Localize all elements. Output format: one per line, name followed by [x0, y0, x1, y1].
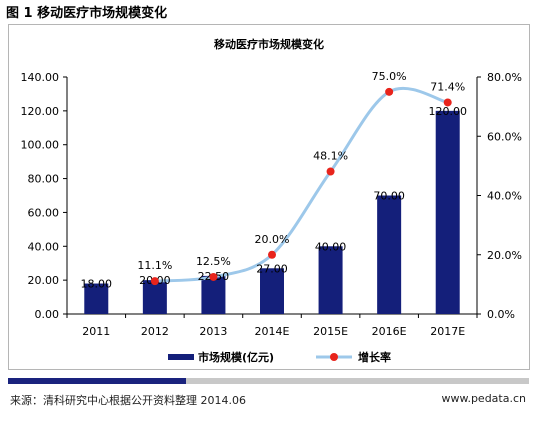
- bar: [142, 280, 167, 314]
- y-left-tick-label: 40.00: [28, 240, 60, 253]
- y-right-tick-label: 20.0%: [487, 249, 522, 262]
- x-tick-label: 2017E: [430, 325, 465, 338]
- y-left-tick-label: 140.00: [21, 71, 60, 84]
- legend-line-marker: [330, 353, 338, 361]
- bar-value-label: 40.00: [315, 240, 347, 253]
- bar-value-label: 120.00: [428, 105, 467, 118]
- footer-divider-accent: [8, 378, 186, 384]
- growth-rate-marker: [443, 98, 452, 107]
- x-tick-label: 2014E: [255, 325, 290, 338]
- y-left-tick-label: 80.00: [28, 173, 60, 186]
- figure-title: 图 1 移动医疗市场规模变化: [6, 6, 168, 21]
- growth-rate-label: 20.0%: [255, 233, 290, 246]
- bar: [260, 268, 284, 314]
- bar-value-label: 18.00: [81, 278, 113, 291]
- bar: [377, 195, 402, 314]
- growth-rate-marker: [268, 250, 276, 259]
- legend-bar-swatch: [168, 354, 194, 360]
- growth-rate-label: 11.1%: [137, 259, 172, 272]
- growth-rate-label: 71.4%: [430, 80, 465, 93]
- y-left-tick-label: 20.00: [28, 274, 60, 287]
- y-left-tick-label: 100.00: [21, 139, 60, 152]
- chart-title: 移动医疗市场规模变化: [214, 37, 324, 51]
- growth-rate-marker: [385, 87, 394, 96]
- x-tick-label: 2011: [82, 325, 110, 338]
- y-left-tick-label: 120.00: [21, 105, 60, 118]
- bar-value-label: 27.00: [256, 262, 288, 275]
- legend-line-label: 增长率: [358, 350, 391, 364]
- growth-rate-label: 75.0%: [372, 70, 407, 83]
- x-tick-label: 2015E: [313, 325, 348, 338]
- growth-rate-marker: [326, 167, 335, 176]
- source-note: 来源：清科研究中心根据公开资料整理 2014.06: [10, 394, 246, 407]
- growth-rate-label: 12.5%: [196, 255, 231, 268]
- legend-bar-label: 市场规模(亿元): [198, 350, 274, 364]
- x-tick-label: 2016E: [372, 325, 407, 338]
- y-right-tick-label: 0.0%: [487, 308, 515, 321]
- x-tick-label: 2013: [199, 325, 227, 338]
- y-left-tick-label: 0.00: [35, 308, 60, 321]
- bar: [84, 283, 109, 314]
- y-right-tick-label: 80.0%: [487, 71, 522, 84]
- bar: [435, 110, 460, 314]
- growth-rate-marker: [209, 272, 218, 281]
- growth-rate-marker: [150, 277, 159, 286]
- footer-divider: [8, 378, 529, 384]
- y-left-tick-label: 60.00: [28, 206, 60, 219]
- y-right-tick-label: 60.0%: [487, 130, 522, 143]
- source-url: www.pedata.cn: [441, 392, 526, 405]
- y-right-tick-label: 40.0%: [487, 190, 522, 203]
- growth-rate-line: [154, 86, 449, 283]
- growth-rate-label: 48.1%: [313, 150, 348, 163]
- x-tick-label: 2012: [141, 325, 169, 338]
- bar: [201, 275, 226, 314]
- bar-value-label: 70.00: [373, 190, 405, 203]
- bar: [318, 246, 343, 314]
